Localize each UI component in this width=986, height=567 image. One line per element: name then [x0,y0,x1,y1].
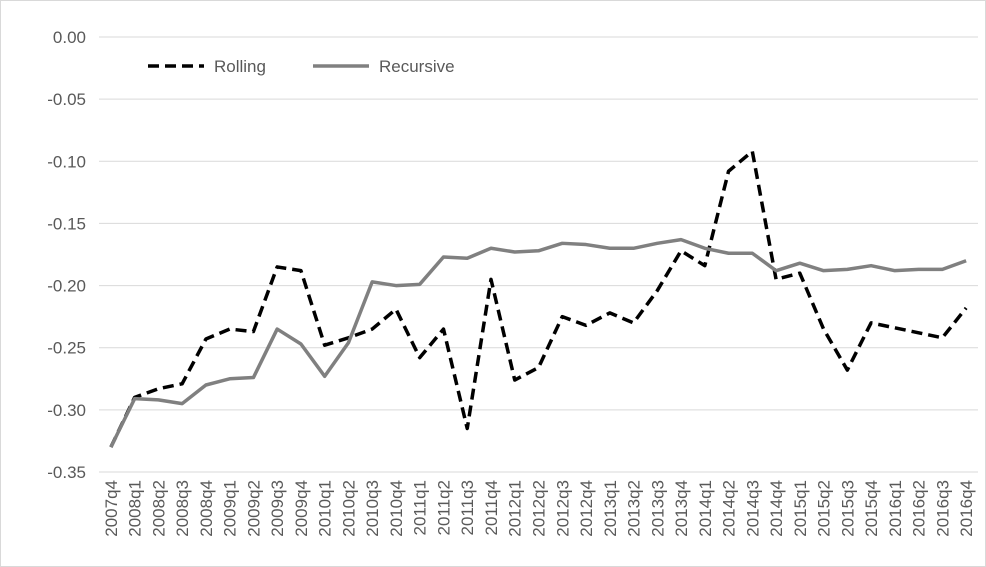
x-tick-label: 2012q4 [577,480,596,537]
y-tick-label: -0.15 [47,214,86,233]
x-tick-label: 2009q1 [221,480,240,537]
x-tick-label: 2007q4 [102,480,121,537]
x-tick-label: 2008q1 [126,480,145,537]
x-tick-label: 2015q4 [862,480,881,537]
x-tick-label: 2012q1 [506,480,525,537]
x-tick-label: 2009q2 [244,480,263,537]
x-tick-label: 2011q1 [411,480,430,535]
x-tick-label: 2016q2 [910,480,929,537]
x-tick-label: 2012q3 [553,480,572,537]
x-tick-label: 2016q4 [957,480,976,537]
x-tick-label: 2015q2 [815,480,834,537]
y-tick-label: -0.30 [47,401,86,420]
x-tick-label: 2011q3 [458,480,477,535]
y-tick-label: -0.25 [47,339,86,358]
x-tick-label: 2013q3 [648,480,667,537]
x-tick-label: 2008q4 [197,480,216,537]
x-tick-label: 2014q2 [720,480,739,537]
x-tick-label: 2013q2 [625,480,644,537]
y-tick-label: 0.00 [53,28,86,47]
y-tick-label: -0.35 [47,463,86,482]
x-tick-label: 2014q3 [743,480,762,537]
x-tick-label: 2011q2 [434,480,453,535]
x-tick-label: 2008q3 [173,480,192,537]
x-tick-label: 2012q2 [530,480,549,537]
x-tick-label: 2009q4 [292,480,311,537]
y-tick-label: -0.10 [47,152,86,171]
y-tick-label: -0.20 [47,277,86,296]
x-tick-label: 2010q1 [316,480,335,537]
series-line [109,149,968,448]
x-tick-label: 2008q2 [149,480,168,537]
series-line [109,237,967,448]
x-tick-label: 2010q2 [339,480,358,537]
x-tick-label: 2014q1 [696,480,715,537]
y-tick-label: -0.05 [47,90,86,109]
x-tick-label: 2010q3 [363,480,382,537]
x-tick-label: 2016q3 [933,480,952,537]
x-tick-label: 2011q4 [482,480,501,535]
legend-label: Rolling [214,57,266,76]
legend-label: Recursive [379,57,455,76]
x-tick-label: 2015q1 [791,480,810,537]
x-tick-label: 2009q3 [268,480,287,537]
x-tick-label: 2013q4 [672,480,691,537]
x-tick-label: 2015q3 [838,480,857,537]
x-tick-label: 2013q1 [601,480,620,537]
x-tick-label: 2010q4 [387,480,406,537]
x-tick-label: 2016q1 [886,480,905,537]
x-tick-label: 2014q4 [767,480,786,537]
